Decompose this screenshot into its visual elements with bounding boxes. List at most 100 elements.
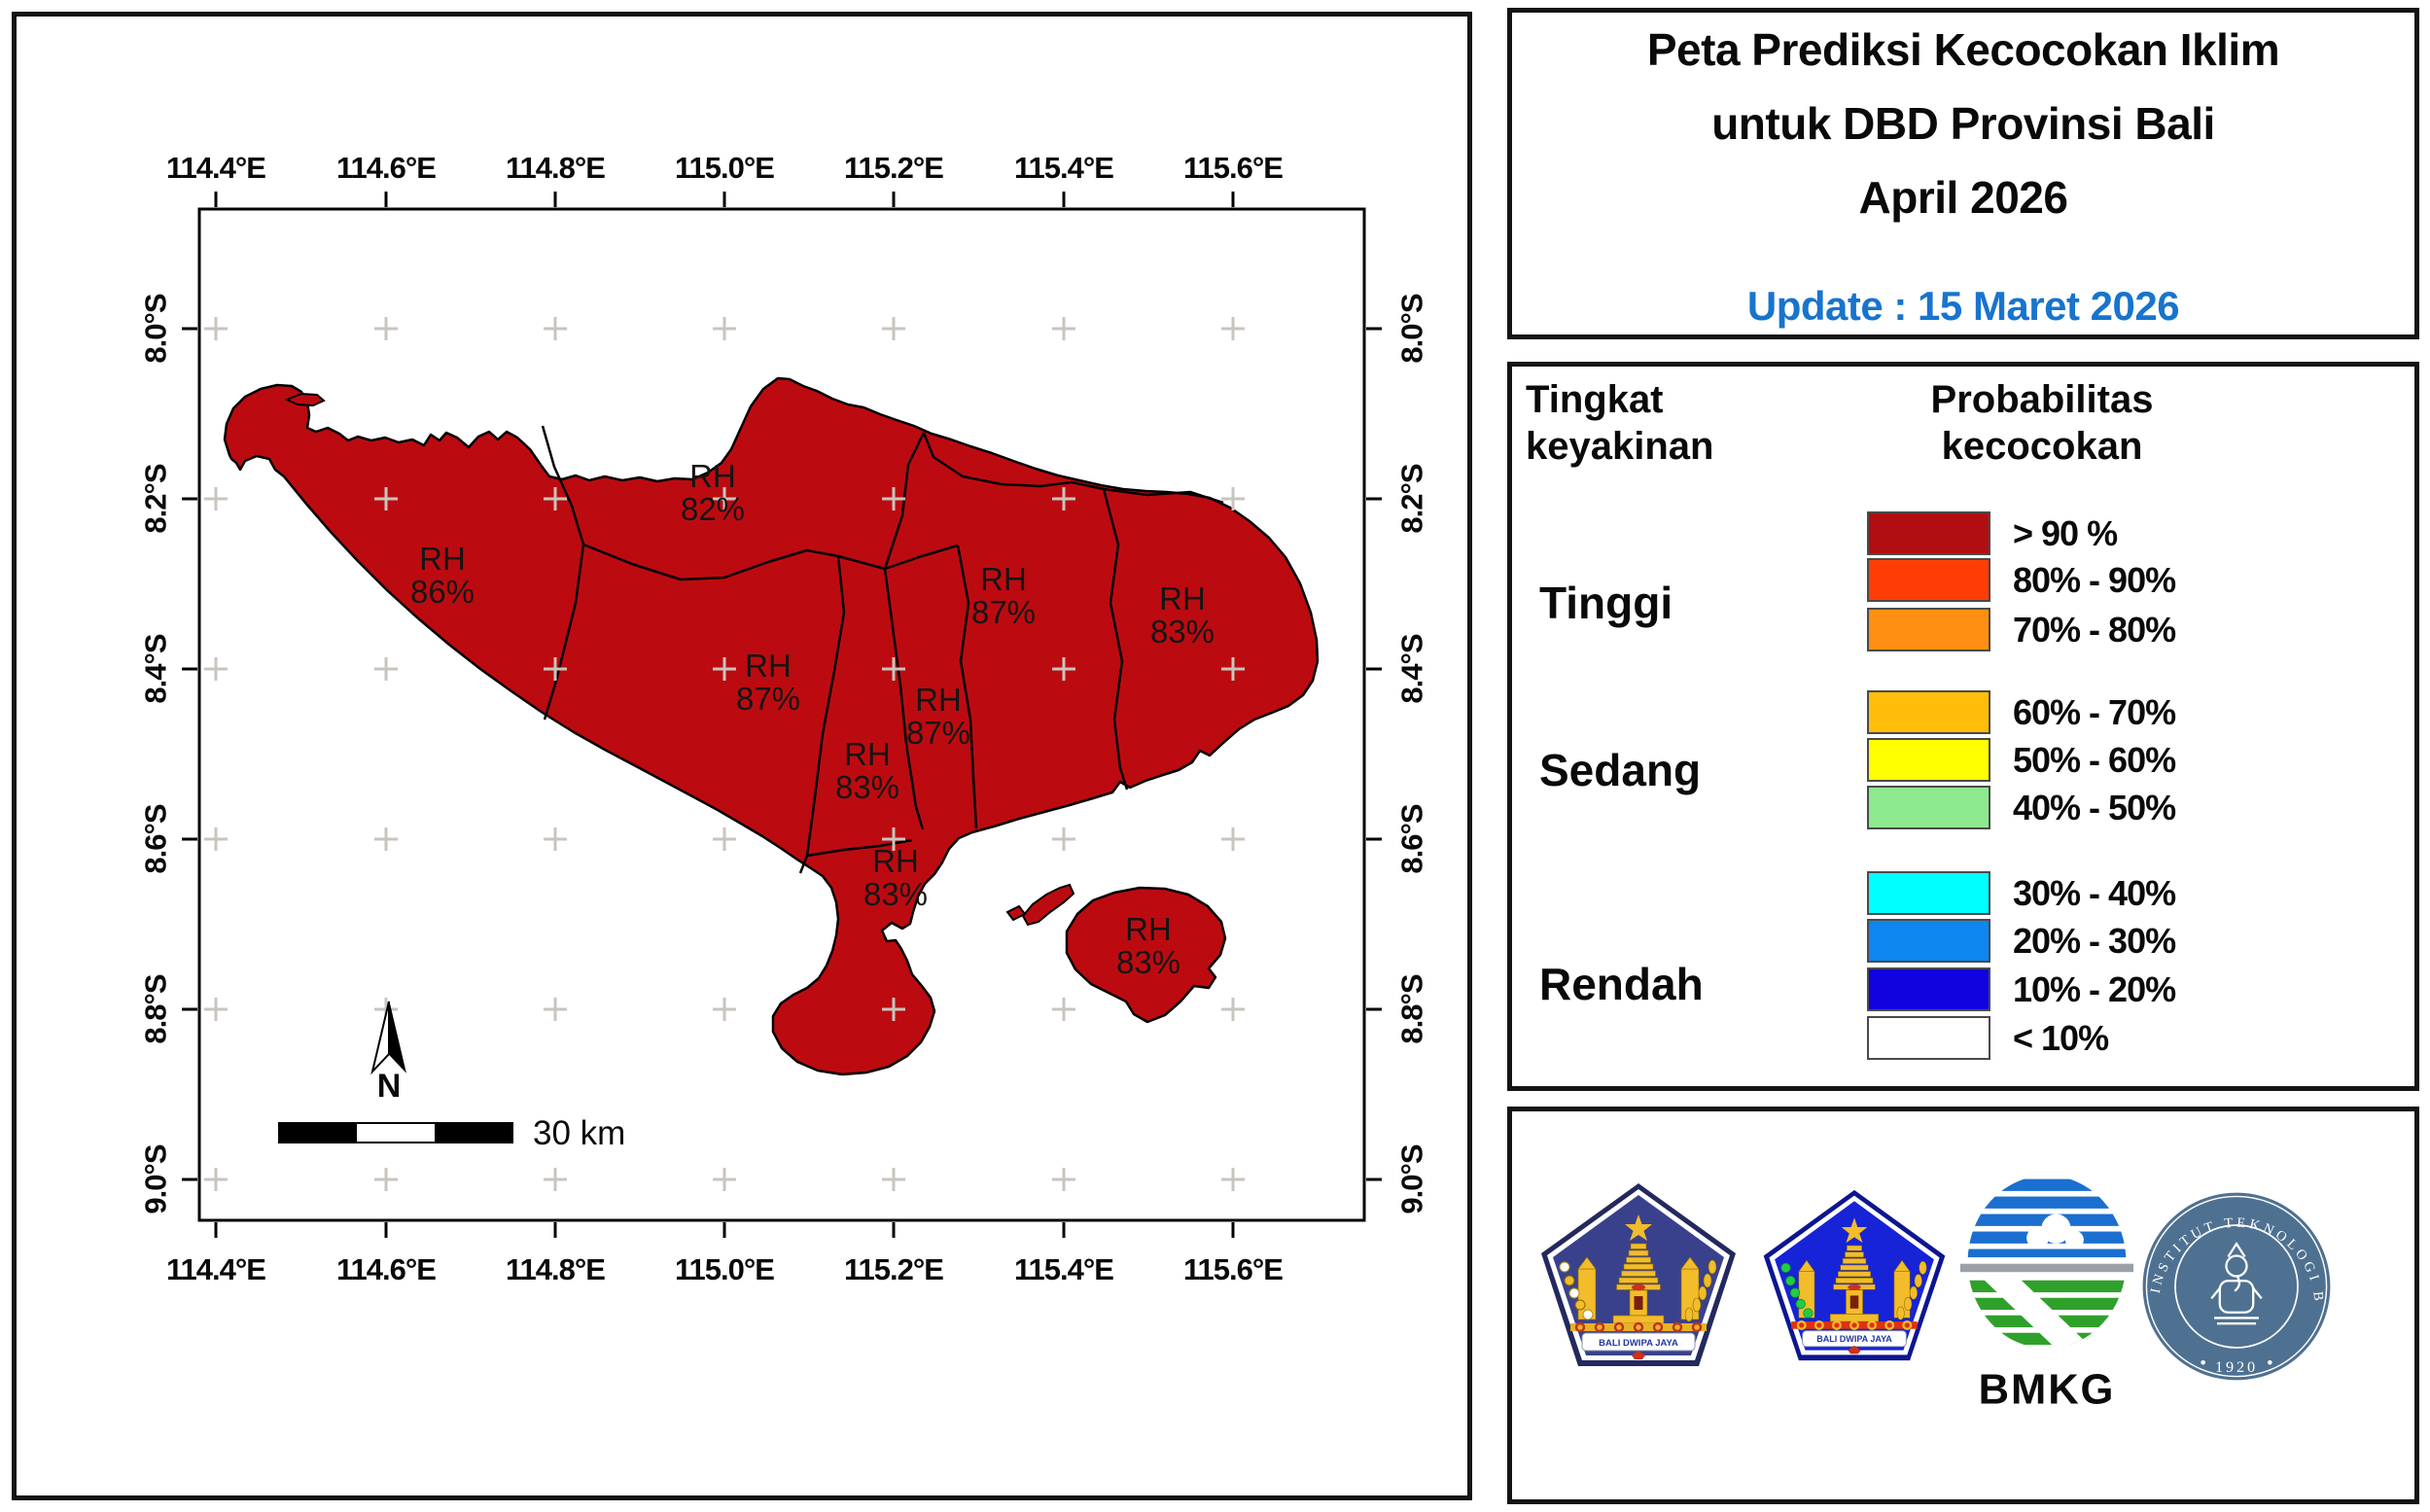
y-axis-label-right: 9.0°S [1395,1144,1429,1213]
bali-regency-seal-logo: BALI DWIPA JAYA [1763,1189,1946,1361]
graticule-cross-icon [882,998,905,1021]
graticule-cross-icon [204,487,228,510]
bali-map: 114.4°E 114.4°E 114.6°E 114.6°E 114.8°E 114.8… [139,151,1429,1286]
graticule-cross-icon [1052,998,1075,1021]
graticule-cross-icon [1221,317,1245,340]
nusa-penida-shape [1065,886,1227,1024]
bali-regency-motto: BALI DWIPA JAYA [1816,1334,1892,1344]
graticule-cross-icon [882,317,905,340]
legend-header-confidence-line-1: Tingkat [1526,378,1664,421]
title-panel: Peta Prediksi Kecocokan Iklim untuk DBD … [1507,8,2419,339]
graticule-cross-icon [1052,657,1075,681]
legend-range-label: 30% - 40% [2013,873,2176,913]
left-garland-icon [1559,1261,1594,1320]
graticule-cross-icon [544,1168,567,1191]
nusa-lembongan-shape [1021,883,1075,927]
graticule-cross-icon [1221,827,1245,851]
graticule-cross-icon [204,1168,228,1191]
region-label-value: 87% [736,681,800,717]
x-axis-label-top: 114.6°E [336,151,436,185]
itb-seal-logo: INSTITUT TEKNOLOGI BANDUNG 1920 [2139,1189,2334,1384]
y-axis-label-right: 8.4°S [1395,634,1429,703]
legend-range-label: 10% - 20% [2013,969,2176,1009]
north-arrow-icon: N [370,1001,406,1105]
legend-header-probability-line-2: kecocokan [1941,425,2143,468]
region-label-name: RH [1159,580,1206,616]
graticule-cross-icon [882,827,905,851]
legend-range-label: 80% - 90% [2013,560,2176,600]
y-axis-label-left: 8.8°S [139,974,173,1043]
map-title-line-1: Peta Prediksi Kecocokan Iklim [1646,24,2280,75]
graticule-crosses [204,317,1245,1191]
x-axis-label-bottom: 115.6°E [1183,1252,1283,1286]
y-axis-label-left: 8.2°S [139,464,173,533]
scale-bar-label: 30 km [533,1114,625,1152]
legend-color-swatch [1867,786,1990,829]
graticule-cross-icon [713,657,736,681]
legend-header-probability-line-1: Probabilitas [1930,378,2154,421]
left-garland-icon [1780,1262,1814,1319]
legend-header-confidence: Tingkat keyakinan [1526,376,1713,470]
small-islet-shape [1005,904,1027,922]
axis-ticks [182,192,1382,1238]
x-axis-label-top: 115.6°E [1183,151,1283,185]
axis-labels: 114.4°E 114.4°E 114.6°E 114.6°E 114.8°E 114.8… [139,151,1429,1286]
scale-bar: 30 km [278,1114,625,1152]
graticule-cross-icon [204,657,228,681]
bali-province-seal-logo: BALI DWIPA JAYA [1541,1183,1736,1366]
legend-range-label: 70% - 80% [2013,610,2176,650]
map-panel: 114.4°E 114.4°E 114.6°E 114.6°E 114.8°E 114.8… [12,12,1472,1500]
y-axis-label-left: 8.0°S [139,294,173,363]
graticule-cross-icon [882,657,905,681]
legend-range-label: 40% - 50% [2013,788,2176,827]
x-axis-label-top: 114.4°E [166,151,265,185]
region-label-value: 83% [863,876,928,912]
graticule-cross-icon [374,487,398,510]
graticule-cross-icon [544,317,567,340]
x-axis-label-bottom: 114.8°E [506,1252,605,1286]
y-axis-label-left: 9.0°S [139,1144,173,1213]
legend-color-swatch [1867,690,1990,734]
graticule-cross-icon [1052,827,1075,851]
region-label-value: 87% [971,594,1036,630]
y-axis-label-right: 8.0°S [1395,294,1429,363]
legend-header-probability: Probabilitas kecocokan [1833,376,2251,470]
x-axis-label-bottom: 115.4°E [1014,1252,1113,1286]
x-axis-label-top: 115.0°E [675,151,774,185]
region-label-name: RH [980,561,1027,597]
legend-color-swatch [1867,608,1990,651]
graticule-cross-icon [374,827,398,851]
y-axis-label-right: 8.2°S [1395,464,1429,533]
graticule-cross-icon [713,487,736,510]
y-axis-label-right: 8.8°S [1395,974,1429,1043]
logos-panel: BALI DWIPA JAYA [1507,1107,2419,1504]
legend-range-label: 50% - 60% [2013,740,2176,780]
region-label-value: 82% [681,491,745,527]
region-label-name: RH [1125,911,1172,947]
right-garland-icon [1684,1259,1717,1322]
x-axis-label-bottom: 115.0°E [675,1252,774,1286]
region-label-value: 87% [906,715,970,751]
chain-band-icon [1796,1319,1913,1330]
graticule-cross-icon [544,487,567,510]
legend-color-swatch [1867,558,1990,602]
legend-range-label: < 10% [2013,1018,2109,1058]
graticule-cross-icon [1221,657,1245,681]
graticule-cross-icon [204,998,228,1021]
graticule-cross-icon [882,487,905,510]
x-axis-label-bottom: 114.6°E [336,1252,436,1286]
graticule-cross-icon [374,1168,398,1191]
y-axis-label-right: 8.6°S [1395,804,1429,873]
update-date: Update : 15 Maret 2026 [1746,283,2180,329]
menjangan-island-shape [284,392,326,407]
legend-range-label: > 90 % [2013,513,2118,553]
legend-group-label: Rendah [1539,959,1704,1009]
meru-tower-icon [1798,1245,1911,1322]
y-axis-label-left: 8.4°S [139,634,173,703]
legend-panel: Tingkat keyakinan Probabilitas kecocokan… [1507,362,2419,1091]
graticule-cross-icon [713,1168,736,1191]
district-boundaries [541,425,1224,874]
graticule-cross-icon [713,998,736,1021]
graticule-cross-icon [713,317,736,340]
legend-group-label: Tinggi [1539,578,1673,628]
